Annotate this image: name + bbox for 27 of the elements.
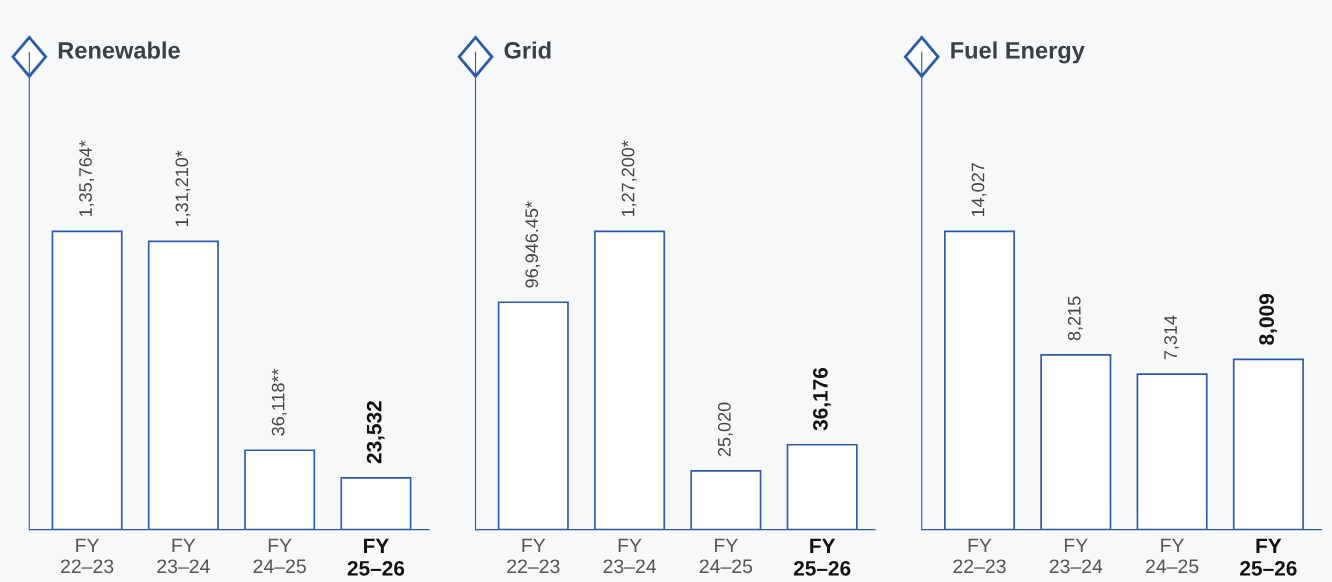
chart-title: Renewable	[58, 41, 180, 59]
x-tick-label: FY 24–25	[699, 538, 753, 574]
x-tick-label: FY 22–23	[507, 538, 560, 574]
data-label: 23,532	[366, 401, 385, 464]
x-tick-label: FY 23–24	[603, 538, 657, 574]
x-tick-label: FY 25–26	[793, 538, 851, 576]
data-label: 25,020	[717, 402, 733, 457]
x-tick-label: FY 25–26	[1240, 538, 1297, 576]
chart-title: Fuel Energy	[951, 41, 1085, 64]
data-label: 36,118**	[271, 368, 287, 436]
x-tick-label: FY 23–24	[1049, 538, 1103, 574]
data-label: 8,009	[1259, 294, 1277, 345]
data-label: 1,31,210*	[175, 150, 191, 227]
x-tick-label: FY 25–26	[347, 538, 405, 576]
data-label: 1,35,764*	[79, 140, 95, 217]
chart-title: Grid	[504, 41, 551, 59]
data-label: 36,176	[813, 367, 831, 431]
data-label: 14,027	[971, 163, 987, 217]
data-label: 96,946.45*	[525, 201, 541, 288]
x-tick-label: FY 22–23	[61, 538, 114, 574]
x-tick-label: FY 24–25	[253, 538, 306, 574]
data-label: 7,314	[1164, 315, 1180, 360]
x-tick-label: FY 23–24	[157, 538, 210, 574]
x-tick-label: FY 22–23	[953, 538, 1006, 574]
data-label: 8,215	[1067, 296, 1083, 341]
data-label: 1,27,200*	[621, 140, 637, 217]
x-tick-label: FY 24–25	[1146, 538, 1199, 574]
